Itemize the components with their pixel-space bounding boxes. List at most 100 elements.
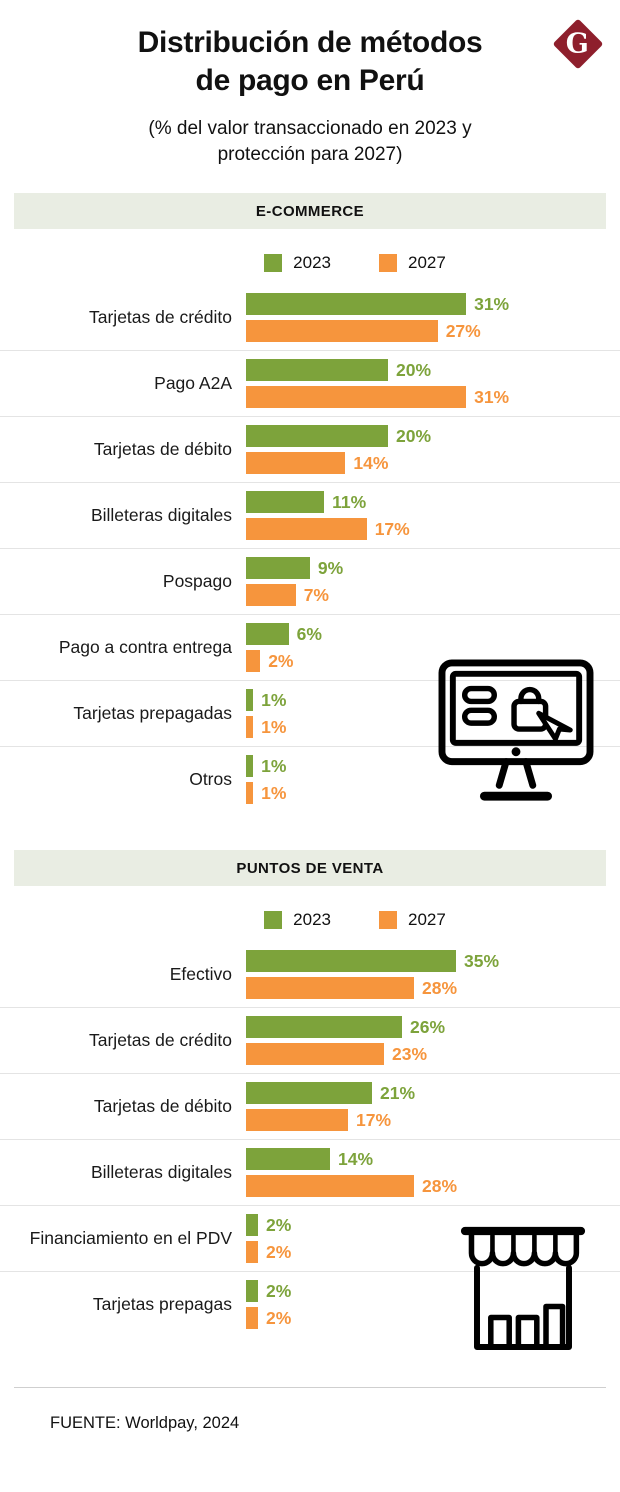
legend: 2023 2027: [0, 253, 620, 273]
bar-2023: [246, 425, 388, 448]
legend-swatch-2027: [379, 911, 397, 930]
bar-2023: [246, 755, 254, 778]
value-label-2027: 2%: [266, 1307, 292, 1328]
bar-2027: [246, 1175, 414, 1198]
bar-line: 14%: [246, 452, 620, 475]
bar-2023: [246, 1280, 258, 1303]
value-label-2027: 14%: [353, 452, 389, 473]
category-label: Tarjetas de crédito: [89, 1030, 232, 1051]
bar-2023: [246, 689, 254, 712]
value-label-2023: 1%: [261, 755, 287, 776]
source-note: FUENTE: Worldpay, 2024: [50, 1414, 240, 1433]
bar-2027: [246, 584, 296, 607]
value-label-2027: 31%: [474, 386, 510, 407]
chart-row: Pago a contra entrega 6% 2%: [0, 614, 620, 680]
bar-group: 1% 1%: [246, 689, 620, 739]
category-label: Tarjetas de débito: [93, 1096, 232, 1117]
value-label-2027: 27%: [445, 320, 481, 341]
value-label-2023: 6%: [296, 623, 322, 644]
bar-group: 31% 27%: [246, 293, 620, 343]
chart-section-ecommerce: E-COMMERCE 2023 2027 Tarjetas de crédito 3…: [0, 193, 620, 812]
bar-line: 23%: [246, 1043, 620, 1066]
page-subtitle: (% del valor transaccionado en 2023 y pr…: [148, 118, 472, 165]
logo-letter: G: [566, 28, 590, 60]
bar-2023: [246, 1016, 402, 1039]
bar-line: 26%: [246, 1016, 620, 1039]
bar-line: 27%: [246, 320, 620, 343]
value-label-2027: 7%: [303, 584, 329, 605]
chart-row: Efectivo 35% 28%: [0, 942, 620, 1007]
bar-2027: [246, 518, 367, 541]
bar-group: 11% 17%: [246, 491, 620, 541]
chart-row: Tarjetas prepagadas 1% 1%: [0, 680, 620, 746]
bar-2023: [246, 359, 388, 382]
value-label-2027: 17%: [356, 1109, 392, 1130]
footer-divider: [14, 1387, 606, 1389]
bar-line: 14%: [246, 1148, 620, 1171]
bar-line: 20%: [246, 425, 620, 448]
legend-item-2023: 2023: [264, 253, 331, 273]
chart-row: Tarjetas de crédito 26% 23%: [0, 1007, 620, 1073]
legend-label-2023: 2023: [293, 910, 331, 930]
chart-row: Tarjetas prepagas 2% 2%: [0, 1271, 620, 1337]
value-label-2023: 9%: [317, 557, 344, 578]
gestion-logo: G: [550, 16, 606, 72]
bar-line: 1%: [246, 782, 620, 805]
bar-line: 1%: [246, 689, 620, 712]
legend-swatch-2027: [379, 254, 397, 273]
page-title: Distribución de métodos de pago en Perú: [137, 26, 483, 98]
bar-line: 21%: [246, 1082, 620, 1105]
bar-group: 6% 2%: [246, 623, 620, 673]
bar-group: 1% 1%: [246, 755, 620, 805]
value-label-2027: 28%: [422, 1175, 458, 1196]
value-label-2023: 20%: [396, 425, 432, 446]
category-label: Otros: [189, 769, 232, 790]
bar-line: 31%: [246, 293, 620, 316]
bar-line: 1%: [246, 755, 620, 778]
category-label: Pago a contra entrega: [58, 637, 232, 658]
category-label: Pospago: [162, 571, 232, 592]
value-label-2027: 28%: [422, 977, 458, 998]
chart-row: Tarjetas de crédito 31% 27%: [0, 285, 620, 350]
category-label: Billeteras digitales: [90, 1162, 232, 1183]
bar-2027: [246, 1307, 258, 1330]
value-label-2023: 1%: [261, 689, 287, 710]
value-label-2023: 20%: [396, 359, 432, 380]
bar-2027: [246, 650, 261, 673]
bar-2023: [246, 1148, 330, 1171]
bar-line: 7%: [246, 584, 620, 607]
bar-2027: [246, 1109, 348, 1132]
bar-line: 11%: [246, 491, 620, 514]
legend-label-2023: 2023: [293, 253, 331, 273]
bar-2027: [246, 1043, 384, 1066]
bar-line: 28%: [246, 977, 620, 1000]
bar-2027: [246, 452, 346, 475]
value-label-2023: 2%: [266, 1280, 292, 1301]
legend-item-2023: 2023: [264, 910, 331, 930]
bar-line: 2%: [246, 1214, 620, 1237]
legend-label-2027: 2027: [408, 253, 446, 273]
legend: 2023 2027: [0, 910, 620, 930]
bar-line: 2%: [246, 1307, 620, 1330]
value-label-2023: 26%: [410, 1016, 446, 1037]
value-label-2027: 2%: [266, 1241, 292, 1262]
chart-section-puntos-de-venta: PUNTOS DE VENTA 2023 2027 Efectivo 35% 28% T…: [0, 850, 620, 1351]
category-label: Financiamiento en el PDV: [29, 1228, 232, 1249]
bar-2023: [246, 557, 310, 580]
bar-2023: [246, 1214, 258, 1237]
bar-2023: [246, 491, 325, 514]
bar-group: 26% 23%: [246, 1016, 620, 1066]
bar-2027: [246, 320, 438, 343]
value-label-2023: 21%: [380, 1082, 416, 1103]
bar-2023: [246, 293, 467, 316]
chart-row: Billeteras digitales 14% 28%: [0, 1139, 620, 1205]
bar-2023: [246, 623, 289, 646]
chart-row: Pospago 9% 7%: [0, 548, 620, 614]
bar-line: 28%: [246, 1175, 620, 1198]
category-label: Tarjetas prepagas: [92, 1294, 232, 1315]
bar-2027: [246, 782, 254, 805]
value-label-2027: 1%: [261, 782, 287, 803]
section-header: PUNTOS DE VENTA: [14, 850, 606, 887]
footer: FUENTE: Worldpay, 2024: [14, 1387, 606, 1433]
bar-line: 17%: [246, 518, 620, 541]
